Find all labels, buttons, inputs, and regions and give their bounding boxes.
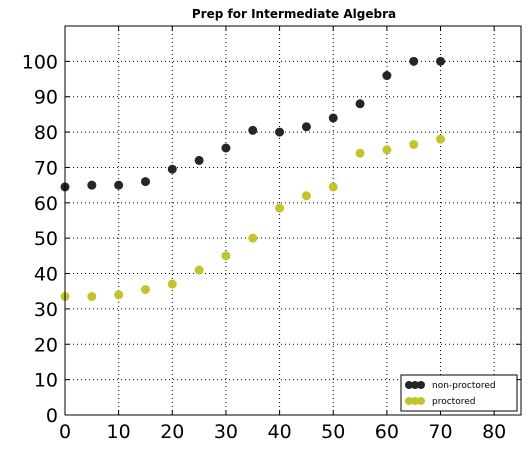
data-point xyxy=(436,134,446,144)
chart-title: Prep for Intermediate Algebra xyxy=(192,7,396,21)
x-tick-label: 0 xyxy=(59,421,71,443)
data-point xyxy=(436,56,446,66)
data-point xyxy=(114,290,124,300)
x-tick-label: 30 xyxy=(214,421,238,443)
data-point xyxy=(140,284,150,294)
data-point xyxy=(248,233,258,243)
grid-lines xyxy=(65,26,521,415)
x-tick-label: 20 xyxy=(160,421,184,443)
data-point xyxy=(275,203,285,213)
data-point xyxy=(301,122,311,132)
y-tick-label: 40 xyxy=(34,264,58,286)
legend-label: non-proctored xyxy=(432,381,496,391)
data-point xyxy=(194,265,204,275)
y-tick-label: 30 xyxy=(34,299,58,321)
y-tick-label: 60 xyxy=(34,193,58,215)
y-tick-label: 20 xyxy=(34,334,58,356)
data-point xyxy=(328,182,338,192)
data-point xyxy=(248,125,258,135)
x-tick-label: 60 xyxy=(375,421,399,443)
x-tick-label: 10 xyxy=(107,421,131,443)
data-point xyxy=(167,279,177,289)
y-tick-label: 0 xyxy=(46,405,58,427)
legend-marker xyxy=(417,397,425,405)
axis-ticks: 0 10 20 30 40 50 60 70 80 0 10 20 30 40 50 60 70 80 90 100 xyxy=(22,26,521,443)
data-point xyxy=(87,292,97,302)
data-point xyxy=(382,145,392,155)
legend: non-proctored proctored xyxy=(400,374,518,412)
data-point xyxy=(275,127,285,137)
data-point xyxy=(409,56,419,66)
legend-marker xyxy=(405,397,413,405)
legend-label: proctored xyxy=(432,397,475,407)
y-tick-label: 10 xyxy=(34,370,58,392)
series-non-proctored xyxy=(60,56,446,192)
legend-marker xyxy=(411,397,419,405)
data-point xyxy=(221,251,231,261)
series-proctored xyxy=(60,134,446,302)
legend-marker xyxy=(405,381,413,389)
data-point xyxy=(301,191,311,201)
data-point xyxy=(355,99,365,109)
legend-marker xyxy=(411,381,419,389)
x-tick-label: 40 xyxy=(267,421,291,443)
x-tick-label: 70 xyxy=(428,421,452,443)
data-point xyxy=(221,143,231,153)
plot-frame xyxy=(64,25,522,416)
data-point xyxy=(87,180,97,190)
y-tick-label: 80 xyxy=(34,122,58,144)
y-tick-label: 70 xyxy=(34,157,58,179)
data-point xyxy=(140,177,150,187)
y-tick-label: 50 xyxy=(34,228,58,250)
data-points xyxy=(60,56,446,302)
legend-box xyxy=(400,374,518,412)
data-point xyxy=(409,139,419,149)
data-point xyxy=(194,155,204,165)
x-tick-label: 50 xyxy=(321,421,345,443)
y-tick-label: 100 xyxy=(22,51,58,73)
x-tick-label: 80 xyxy=(482,421,506,443)
data-point xyxy=(167,164,177,174)
legend-marker xyxy=(417,381,425,389)
data-point xyxy=(355,148,365,158)
data-point xyxy=(114,180,124,190)
y-tick-label: 90 xyxy=(34,87,58,109)
data-point xyxy=(382,71,392,81)
data-point xyxy=(328,113,338,123)
